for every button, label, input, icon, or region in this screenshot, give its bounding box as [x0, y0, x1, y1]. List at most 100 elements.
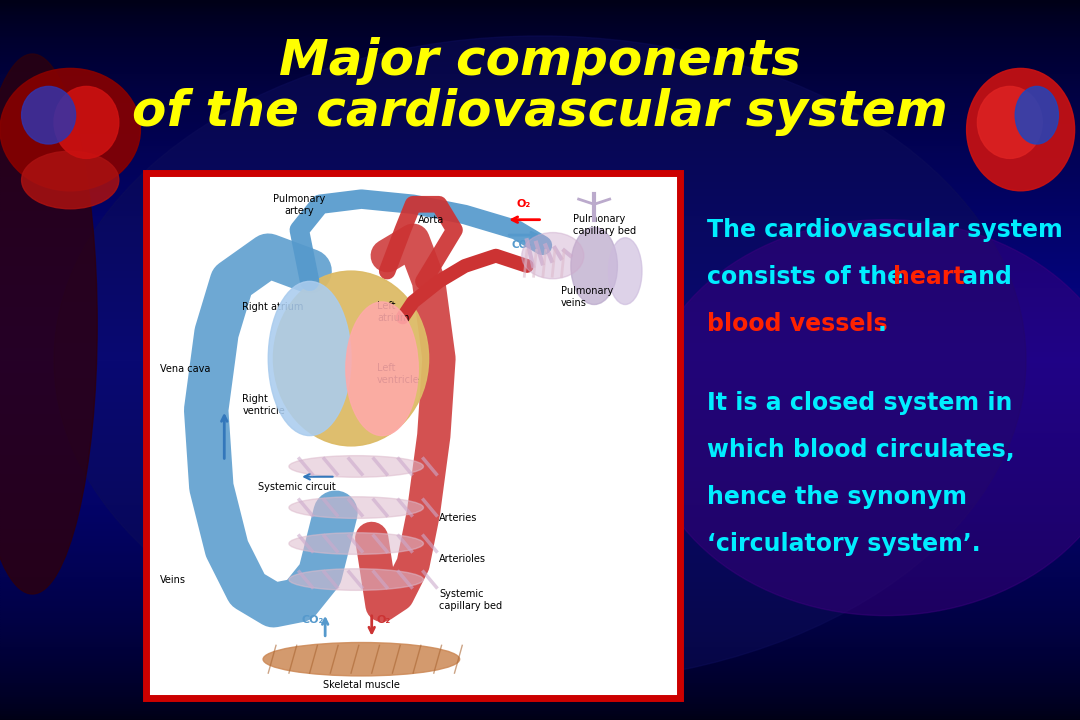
- Bar: [0, 108, 1080, 110]
- Bar: [0, 682, 1080, 684]
- Bar: [0, 549, 1080, 552]
- Bar: [0, 89, 1080, 91]
- Bar: [0, 639, 1080, 641]
- Bar: [0, 122, 1080, 125]
- Bar: [0, 36, 1080, 38]
- Bar: [0, 329, 1080, 331]
- Ellipse shape: [977, 86, 1042, 158]
- Bar: [0, 194, 1080, 197]
- Bar: [0, 63, 1080, 65]
- Text: CO₂: CO₂: [302, 615, 324, 625]
- Bar: [0, 2, 1080, 5]
- Bar: [0, 142, 1080, 144]
- Text: Left
ventricle: Left ventricle: [377, 363, 420, 384]
- Bar: [0, 665, 1080, 667]
- Bar: [0, 466, 1080, 468]
- Bar: [0, 240, 1080, 243]
- Bar: [0, 53, 1080, 55]
- Bar: [0, 617, 1080, 619]
- Bar: [0, 103, 1080, 106]
- Bar: [0, 228, 1080, 230]
- Bar: [0, 459, 1080, 461]
- Bar: [0, 387, 1080, 389]
- Bar: [0, 405, 1080, 408]
- Ellipse shape: [608, 238, 642, 305]
- Text: Right atrium: Right atrium: [242, 302, 303, 312]
- Bar: [0, 235, 1080, 238]
- Bar: [0, 657, 1080, 660]
- Bar: [0, 214, 1080, 216]
- Bar: [0, 209, 1080, 211]
- Bar: [0, 297, 1080, 300]
- Bar: [0, 463, 1080, 466]
- Text: Pulmonary
veins: Pulmonary veins: [561, 286, 612, 307]
- Bar: [0, 660, 1080, 662]
- Text: Pulmonary
artery: Pulmonary artery: [273, 194, 325, 215]
- Bar: [0, 319, 1080, 322]
- Bar: [0, 420, 1080, 423]
- Bar: [0, 99, 1080, 101]
- Bar: [0, 495, 1080, 497]
- Bar: [0, 631, 1080, 634]
- Text: Arteries: Arteries: [438, 513, 477, 523]
- Bar: [0, 502, 1080, 504]
- Bar: [0, 718, 1080, 720]
- Bar: [0, 55, 1080, 58]
- Bar: [0, 271, 1080, 274]
- Bar: [0, 708, 1080, 711]
- Bar: [0, 175, 1080, 178]
- Bar: [0, 86, 1080, 89]
- Bar: [0, 245, 1080, 247]
- Bar: [0, 286, 1080, 288]
- Ellipse shape: [22, 86, 76, 144]
- Bar: [0, 686, 1080, 689]
- Bar: [0, 382, 1080, 384]
- Bar: [0, 171, 1080, 173]
- Bar: [0, 401, 1080, 403]
- Bar: [0, 603, 1080, 605]
- Bar: [0, 418, 1080, 420]
- Bar: [0, 569, 1080, 571]
- Bar: [0, 269, 1080, 271]
- Bar: [0, 322, 1080, 324]
- Bar: [0, 398, 1080, 401]
- Bar: [0, 84, 1080, 86]
- Bar: [0, 125, 1080, 127]
- Bar: [0, 403, 1080, 405]
- Bar: [0, 233, 1080, 235]
- Bar: [0, 41, 1080, 43]
- Bar: [0, 288, 1080, 290]
- Bar: [0, 408, 1080, 410]
- Bar: [0, 499, 1080, 502]
- Bar: [0, 653, 1080, 655]
- Bar: [0, 626, 1080, 629]
- Bar: [0, 698, 1080, 701]
- Ellipse shape: [967, 68, 1075, 191]
- Bar: [0, 713, 1080, 715]
- Bar: [0, 485, 1080, 487]
- Bar: [0, 27, 1080, 29]
- Bar: [0, 598, 1080, 600]
- Bar: [0, 588, 1080, 590]
- Bar: [0, 34, 1080, 36]
- Bar: [0, 451, 1080, 454]
- Bar: [0, 302, 1080, 305]
- Ellipse shape: [0, 68, 140, 191]
- Bar: [0, 151, 1080, 153]
- Bar: [0, 607, 1080, 610]
- Bar: [0, 189, 1080, 192]
- Bar: [0, 283, 1080, 286]
- Bar: [0, 679, 1080, 682]
- Bar: [0, 261, 1080, 264]
- Bar: [0, 247, 1080, 250]
- Bar: [0, 516, 1080, 518]
- Bar: [0, 670, 1080, 672]
- Bar: [0, 324, 1080, 326]
- Bar: [0, 475, 1080, 477]
- Bar: [0, 513, 1080, 516]
- Bar: [0, 161, 1080, 163]
- Bar: [0, 552, 1080, 554]
- Bar: [0, 17, 1080, 19]
- Bar: [0, 423, 1080, 425]
- Bar: [0, 545, 1080, 547]
